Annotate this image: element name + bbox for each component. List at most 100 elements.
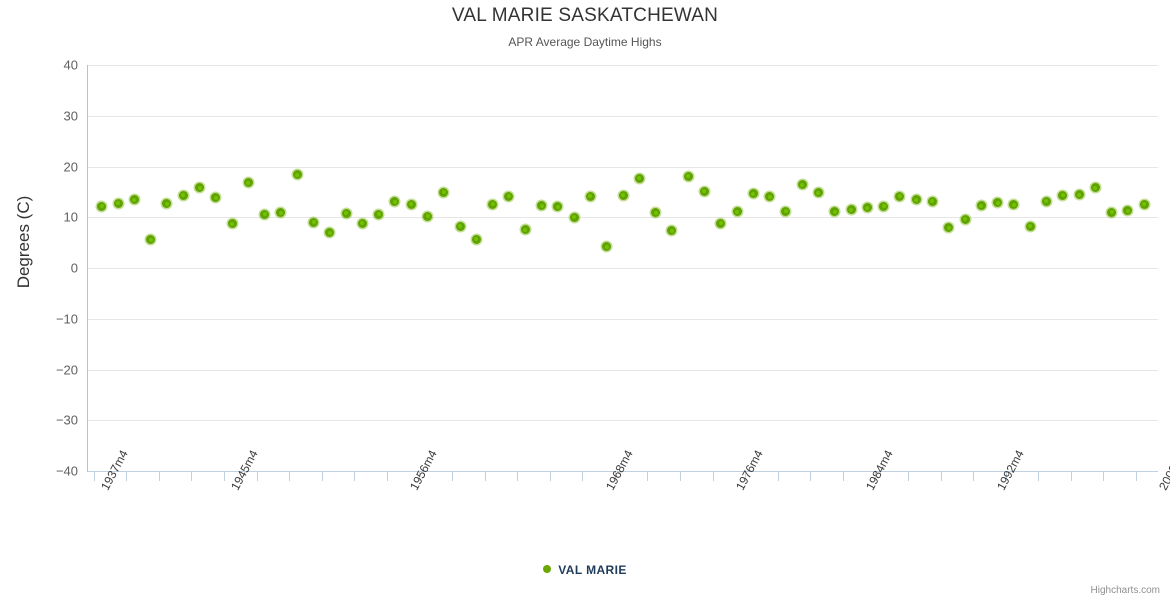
data-point[interactable] [341,208,351,218]
data-point[interactable] [292,170,302,180]
data-point[interactable] [455,221,465,231]
data-point[interactable] [862,203,872,213]
data-point[interactable] [634,173,644,183]
plot-area [88,65,1158,472]
data-point[interactable] [976,201,986,211]
x-axis-tick-mark [680,472,681,481]
data-point[interactable] [211,193,221,203]
data-point[interactable] [1058,190,1068,200]
data-point[interactable] [1123,206,1133,216]
data-point[interactable] [683,171,693,181]
data-point[interactable] [537,201,547,211]
data-point[interactable] [390,197,400,207]
gridline [88,318,1158,320]
data-point[interactable] [716,218,726,228]
legend-item-val-marie[interactable]: VAL MARIE [543,562,627,577]
highcharts-credit[interactable]: Highcharts.com [1090,585,1160,596]
data-point[interactable] [439,187,449,197]
data-point[interactable] [1025,221,1035,231]
data-point[interactable] [911,195,921,205]
data-point[interactable] [569,212,579,222]
legend-item-label: VAL MARIE [558,562,627,577]
y-axis-tick-label: 40 [63,57,78,73]
data-point[interactable] [602,242,612,252]
y-axis-tick-label: 0 [70,260,78,276]
data-point[interactable] [162,199,172,209]
data-point[interactable] [748,189,758,199]
data-point[interactable] [667,226,677,236]
y-axis-title: Degrees (C) [14,195,33,289]
x-axis-tick-mark [778,472,779,481]
x-axis-tick-label: 2002m4 [1156,447,1170,493]
data-point[interactable] [699,186,709,196]
x-axis-tick-mark [713,472,714,481]
chart-title: VAL MARIE SASKATCHEWAN [451,5,719,26]
data-point[interactable] [471,234,481,244]
x-axis-tick-mark [1103,472,1104,481]
x-axis-tick-mark [126,472,127,481]
data-point[interactable] [260,209,270,219]
data-point[interactable] [325,228,335,238]
x-axis-tick-mark [582,472,583,481]
data-point[interactable] [374,209,384,219]
data-point[interactable] [846,205,856,215]
data-point[interactable] [309,217,319,227]
data-point[interactable] [1107,207,1117,217]
data-point[interactable] [504,191,514,201]
x-axis-tick-mark [1136,472,1137,481]
data-point[interactable] [960,214,970,224]
x-axis-tick-mark [908,472,909,481]
data-point[interactable] [1074,190,1084,200]
data-point[interactable] [618,190,628,200]
data-point[interactable] [406,199,416,209]
data-point[interactable] [276,208,286,218]
data-point[interactable] [830,207,840,217]
data-point[interactable] [113,198,123,208]
x-axis-tick-mark [745,472,746,481]
data-point[interactable] [243,178,253,188]
data-point[interactable] [423,211,433,221]
data-point[interactable] [1041,196,1051,206]
x-axis-tick-mark [810,472,811,481]
data-point[interactable] [879,201,889,211]
data-point[interactable] [195,183,205,193]
data-point[interactable] [97,201,107,211]
data-point[interactable] [129,195,139,205]
data-point[interactable] [178,190,188,200]
y-axis-tick-label: 10 [63,209,78,225]
data-point[interactable] [1139,199,1149,209]
data-point[interactable] [357,218,367,228]
gridline [88,166,1158,168]
data-point[interactable] [944,223,954,233]
chart-legend: VAL MARIE [0,562,1170,577]
gridline [88,217,1158,219]
data-point[interactable] [797,180,807,190]
data-point[interactable] [585,191,595,201]
data-point[interactable] [520,225,530,235]
data-point[interactable] [553,202,563,212]
x-axis-tick-mark [354,472,355,481]
gridline [88,268,1158,269]
y-axis-tick-label: −30 [55,412,78,428]
x-axis-tick-mark [224,472,225,481]
x-axis-tick-mark [452,472,453,481]
data-point[interactable] [1090,183,1100,193]
x-axis-tick-mark [615,472,616,481]
x-axis-tick-mark [257,472,258,481]
data-point[interactable] [488,199,498,209]
data-point[interactable] [765,192,775,202]
data-point[interactable] [813,188,823,198]
data-point[interactable] [146,235,156,245]
data-point[interactable] [781,206,791,216]
x-axis-tick-mark [517,472,518,481]
x-axis-tick-mark [843,472,844,481]
x-axis-tick-mark [550,472,551,481]
data-point[interactable] [927,196,937,206]
gridline [88,65,1158,66]
data-point[interactable] [1009,200,1019,210]
data-point[interactable] [993,198,1003,208]
data-point[interactable] [895,191,905,201]
data-point[interactable] [651,208,661,218]
data-point[interactable] [227,219,237,229]
data-point[interactable] [732,207,742,217]
